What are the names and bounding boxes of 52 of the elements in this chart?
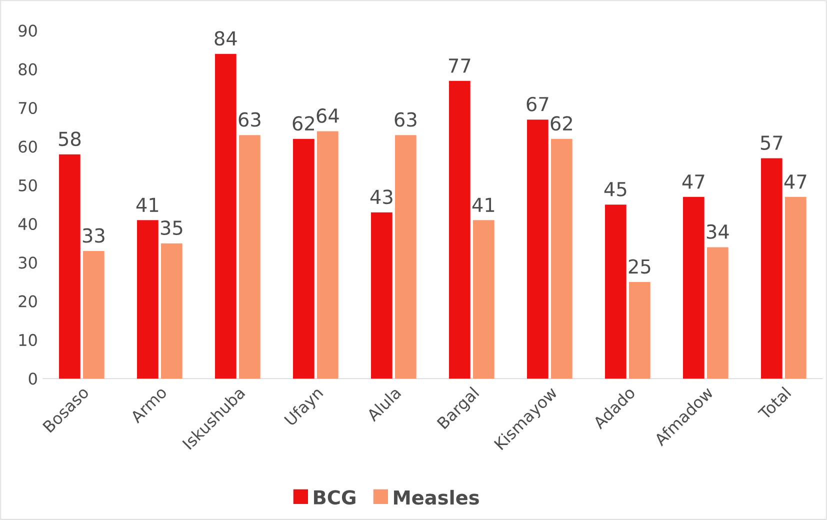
y-tick-label: 90 bbox=[18, 24, 37, 37]
bar bbox=[371, 212, 392, 379]
data-label: 62 bbox=[550, 116, 572, 131]
y-tick-label: 30 bbox=[18, 256, 37, 269]
data-label: 35 bbox=[160, 220, 182, 236]
data-label: 47 bbox=[784, 174, 806, 189]
bar bbox=[706, 247, 728, 379]
bar bbox=[449, 80, 470, 379]
legend-label: Measles bbox=[394, 490, 479, 505]
bar bbox=[137, 220, 158, 379]
data-label: 45 bbox=[604, 182, 626, 196]
bar bbox=[760, 158, 782, 379]
data-label: 62 bbox=[292, 116, 314, 131]
data-label: 77 bbox=[449, 58, 470, 73]
y-tick-label: 10 bbox=[19, 334, 37, 346]
data-label: 63 bbox=[238, 112, 260, 127]
bar bbox=[784, 196, 806, 379]
bar bbox=[473, 220, 494, 379]
bar bbox=[317, 131, 338, 379]
bar bbox=[604, 204, 626, 379]
y-tick-label: 50 bbox=[18, 179, 37, 192]
y-tick-label: 60 bbox=[18, 140, 37, 153]
data-label: 58 bbox=[58, 132, 81, 146]
y-tick-label: 0 bbox=[28, 372, 37, 385]
data-label: 41 bbox=[472, 198, 494, 212]
bar bbox=[239, 135, 260, 379]
bar bbox=[551, 138, 572, 379]
y-tick-label: 70 bbox=[18, 102, 37, 114]
data-label: 47 bbox=[682, 174, 704, 189]
data-label: 33 bbox=[82, 228, 104, 243]
data-label: 57 bbox=[760, 136, 782, 150]
data-label: 67 bbox=[526, 96, 548, 112]
bar bbox=[293, 138, 314, 379]
bar bbox=[59, 154, 80, 379]
bar bbox=[161, 243, 182, 379]
bar bbox=[215, 54, 236, 379]
y-tick-label: 80 bbox=[18, 63, 37, 76]
data-label: 34 bbox=[706, 224, 729, 239]
y-tick-label: 20 bbox=[18, 295, 37, 308]
data-label: 43 bbox=[370, 190, 392, 204]
y-tick-label: 40 bbox=[18, 218, 37, 230]
bar bbox=[682, 196, 704, 379]
data-label: 84 bbox=[214, 31, 237, 46]
bar bbox=[629, 282, 650, 379]
data-label: 41 bbox=[136, 198, 158, 212]
bar bbox=[395, 135, 416, 379]
data-label: 64 bbox=[316, 108, 339, 123]
data-label: 25 bbox=[628, 259, 650, 274]
legend-label: BCG bbox=[314, 490, 356, 505]
data-label: 63 bbox=[394, 112, 416, 127]
bar bbox=[83, 251, 104, 379]
bar bbox=[527, 120, 548, 379]
